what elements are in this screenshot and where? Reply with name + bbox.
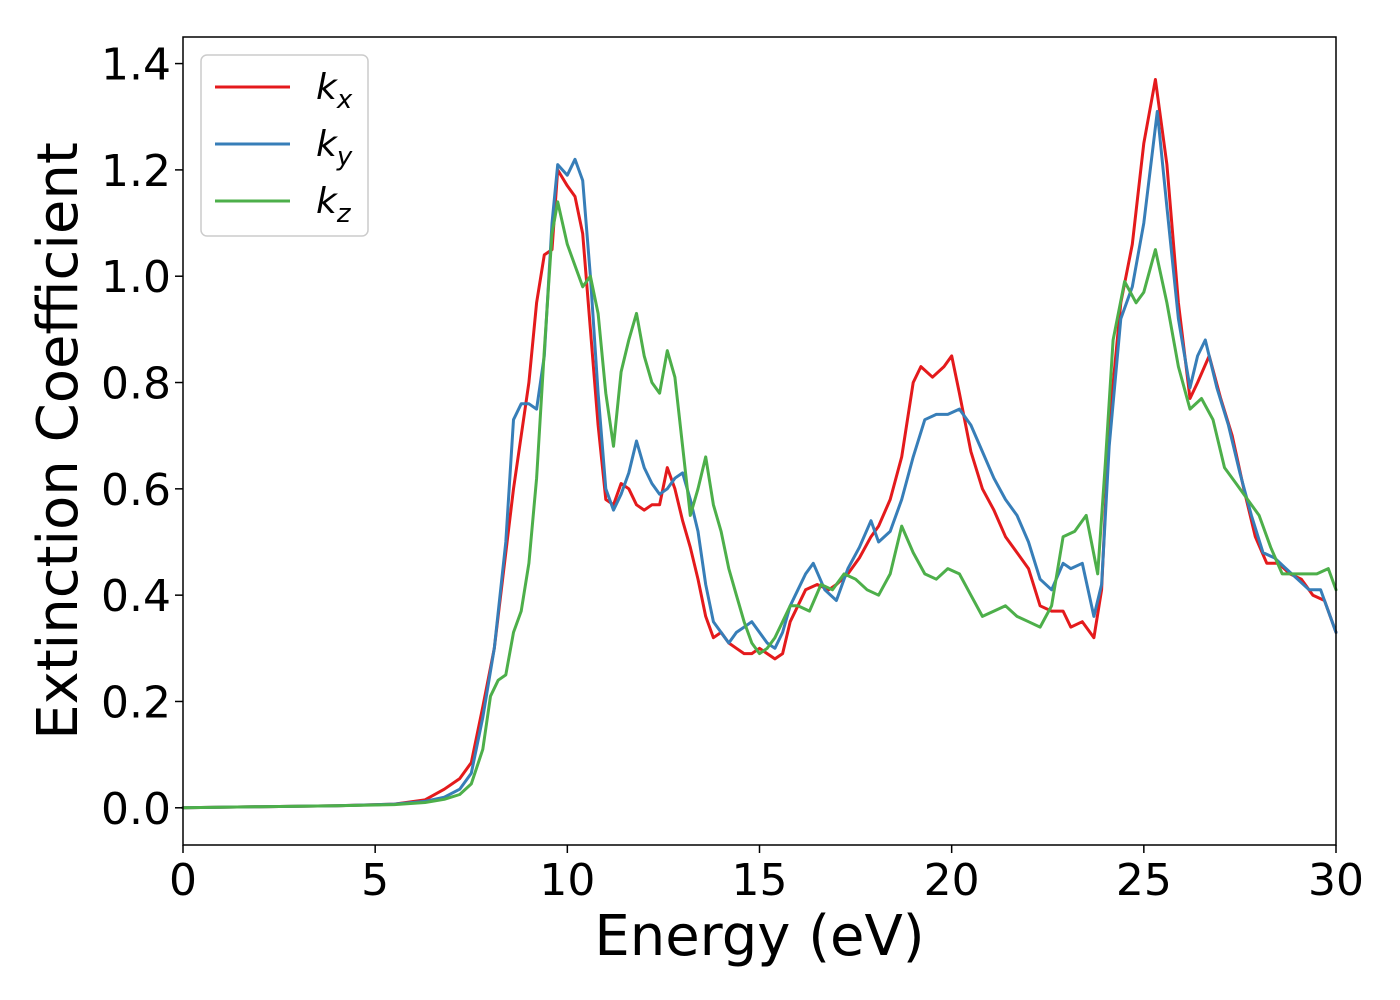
x-tick-label: 30: [1308, 855, 1364, 906]
y-tick-label: 0.2: [101, 677, 171, 728]
x-axis-label: Energy (eV): [594, 904, 924, 969]
x-tick-label: 20: [924, 855, 980, 906]
axes-layer: 0 5 10 15 20 25 30 0.0 0.2 0.4 0.6 0.8 1.0 1.2 1.4: [101, 40, 1364, 906]
series-layer: [181, 78, 1338, 810]
series-line-ky: [181, 109, 1338, 810]
x-tick-label: 5: [361, 855, 389, 906]
y-tick-label: 1.4: [101, 40, 171, 91]
y-axis-label: Extinction Coefficient: [26, 142, 91, 740]
legend-label-kx: kx: [316, 67, 353, 115]
y-tick-label: 1.2: [101, 146, 171, 197]
y-tick-label: 1.0: [101, 252, 171, 303]
y-tick-label: 0.6: [101, 465, 171, 516]
y-tick-label: 0.0: [101, 784, 171, 835]
x-tick-label: 25: [1116, 855, 1172, 906]
legend-label-ky: ky: [316, 124, 353, 172]
series-line-kz: [181, 200, 1338, 810]
y-tick-label: 0.4: [101, 571, 171, 622]
x-tick-label: 0: [169, 855, 197, 906]
x-tick-label: 15: [732, 855, 788, 906]
y-tick-label: 0.8: [101, 359, 171, 410]
x-tick-label: 10: [539, 855, 595, 906]
